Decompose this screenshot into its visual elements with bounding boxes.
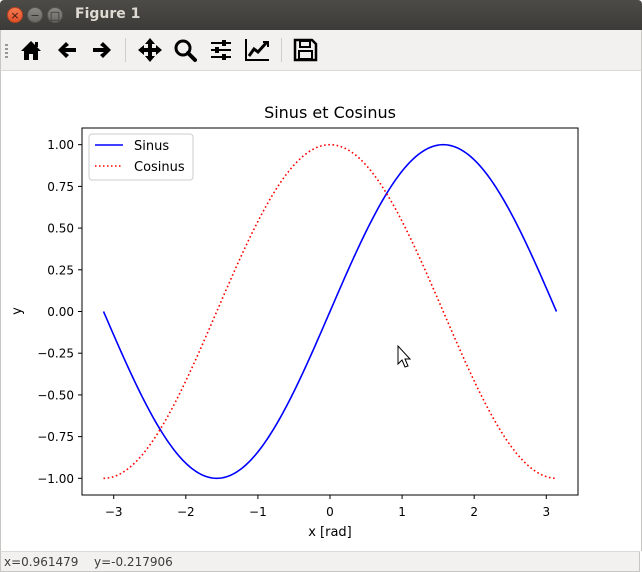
window-minimize-button[interactable]: − — [27, 7, 43, 23]
x-tick-label: −1 — [249, 505, 267, 519]
y-tick-label: −0.50 — [37, 388, 74, 402]
status-bar: x=0.961479 y=-0.217906 — [0, 551, 640, 572]
legend-label-sinus: Sinus — [134, 139, 169, 154]
y-tick-label: 0.50 — [47, 222, 74, 236]
x-tick-label: 0 — [326, 505, 334, 519]
y-tick-label: 0.75 — [47, 180, 74, 194]
zoom-icon — [174, 39, 197, 62]
y-tick-label: 0.00 — [47, 305, 74, 319]
legend: Sinus Cosinus — [88, 133, 194, 181]
status-y-coordinate: y=-0.217906 — [94, 555, 173, 569]
line-chart[interactable]: Sinus et Cosinus 1.00 0.75 0.50 0.25 0.00 −0.… — [1, 71, 641, 551]
window-titlebar: × − □ Figure 1 — [0, 0, 642, 30]
home-icon — [21, 41, 41, 60]
home-button[interactable] — [17, 36, 45, 64]
y-tick-label: −0.75 — [37, 430, 74, 444]
toolbar-separator — [125, 38, 126, 62]
series-line-sinus — [102, 143, 558, 480]
window-maximize-button[interactable]: □ — [47, 7, 63, 23]
y-tick-label: 1.00 — [47, 138, 74, 152]
legend-label-cosinus: Cosinus — [134, 160, 185, 175]
axes-icon — [245, 39, 269, 61]
y-tick-label: 0.25 — [47, 263, 74, 277]
plot-frame — [81, 127, 579, 496]
toolbar — [0, 30, 642, 71]
chart-lines — [102, 143, 558, 480]
save-button[interactable] — [291, 36, 319, 64]
window-close-button[interactable]: × — [7, 7, 23, 23]
x-tick-label: 3 — [542, 505, 550, 519]
mouse-cursor-icon — [397, 344, 412, 368]
forward-arrow-icon — [93, 42, 111, 58]
x-axis-label: x [rad] — [308, 525, 352, 540]
zoom-button[interactable] — [171, 36, 199, 64]
y-axis-label: y — [10, 307, 25, 315]
x-tick-label: 1 — [398, 505, 406, 519]
back-arrow-icon — [58, 42, 76, 58]
figure-canvas[interactable]: Sinus et Cosinus 1.00 0.75 0.50 0.25 0.00 −0.… — [0, 71, 642, 551]
toolbar-separator — [281, 38, 282, 62]
x-tick-label: −2 — [177, 505, 195, 519]
back-button[interactable] — [53, 36, 81, 64]
y-tick-label: −1.00 — [37, 472, 74, 486]
status-x-coordinate: x=0.961479 — [4, 555, 79, 569]
toolbar-grip[interactable] — [5, 44, 8, 58]
save-icon — [293, 38, 318, 62]
x-tick-label: 2 — [470, 505, 478, 519]
axes-button[interactable] — [243, 36, 271, 64]
window-title: Figure 1 — [75, 6, 141, 22]
subplots-button[interactable] — [207, 36, 235, 64]
y-tick-label: −0.25 — [37, 347, 74, 361]
x-axis-ticks: −3 −2 −1 0 1 2 3 — [105, 495, 550, 519]
pan-button[interactable] — [136, 36, 164, 64]
y-axis-ticks: 1.00 0.75 0.50 0.25 0.00 −0.25 −0.50 −0.75 −1.00 — [37, 138, 82, 486]
forward-button[interactable] — [88, 36, 116, 64]
subplots-icon — [211, 40, 231, 60]
chart-title: Sinus et Cosinus — [264, 103, 396, 122]
x-tick-label: −3 — [105, 505, 123, 519]
pan-icon — [138, 38, 162, 62]
